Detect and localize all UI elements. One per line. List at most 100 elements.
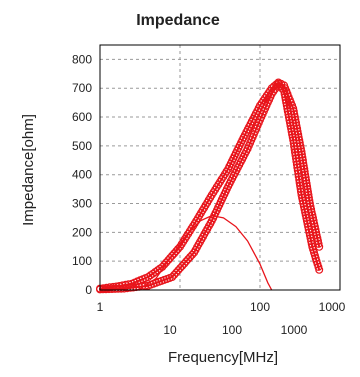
series-2-marker bbox=[182, 257, 191, 266]
series-2-marker bbox=[141, 282, 150, 291]
series-2-marker bbox=[281, 95, 290, 104]
series-2-marker bbox=[282, 98, 291, 107]
series-2-marker bbox=[304, 222, 313, 231]
series-line-3 bbox=[137, 214, 273, 291]
series-2-marker bbox=[306, 234, 315, 243]
y-tick-label: 800 bbox=[72, 52, 92, 66]
series-2-marker bbox=[168, 273, 177, 282]
series-2-marker bbox=[287, 127, 296, 136]
series-2-marker bbox=[289, 139, 298, 148]
series-2-marker bbox=[280, 89, 289, 98]
series-2-marker bbox=[114, 284, 123, 293]
x-tick-label-upper: 1000 bbox=[319, 300, 346, 314]
series-2-marker bbox=[298, 196, 307, 205]
series-2-marker bbox=[126, 283, 135, 292]
y-tick-label: 600 bbox=[72, 110, 92, 124]
series-2-marker bbox=[120, 284, 129, 293]
series-2-marker bbox=[288, 133, 297, 142]
series-1-marker bbox=[172, 247, 181, 256]
series-2-marker bbox=[292, 154, 301, 163]
y-axis-ticks: 0 100 200 300 400 500 600 700 800 bbox=[72, 52, 92, 297]
x-tick-label-lower: 100 bbox=[222, 323, 242, 337]
series-1-marker bbox=[160, 260, 169, 269]
series-1-marker bbox=[170, 249, 179, 258]
series-2-marker bbox=[170, 270, 179, 279]
series-2-marker bbox=[129, 283, 138, 292]
series-2-marker bbox=[297, 187, 306, 196]
series-2-marker bbox=[296, 181, 305, 190]
series-2-marker bbox=[281, 92, 290, 101]
series-group bbox=[95, 78, 324, 294]
series-2-marker bbox=[176, 264, 185, 273]
series-2-marker bbox=[107, 285, 116, 294]
series-2-marker bbox=[296, 184, 305, 193]
chart-title: Impedance bbox=[136, 12, 220, 29]
series-2-marker bbox=[305, 231, 314, 240]
series-1-marker bbox=[164, 256, 173, 265]
series-2-marker bbox=[287, 124, 296, 133]
series-2-marker bbox=[186, 253, 195, 262]
series-2-marker bbox=[274, 79, 283, 88]
series-2-marker bbox=[289, 136, 298, 145]
series-2-marker bbox=[285, 115, 294, 124]
y-tick-label: 100 bbox=[72, 254, 92, 268]
series-1-marker bbox=[162, 258, 171, 267]
series-2-marker bbox=[301, 208, 310, 217]
x-axis-ticks-upper: 1 100 1000 bbox=[97, 300, 346, 314]
series-2-marker bbox=[284, 110, 293, 119]
series-2-marker bbox=[295, 175, 304, 184]
series-2-marker bbox=[286, 118, 295, 127]
series-2-marker bbox=[280, 87, 289, 96]
series-2-marker bbox=[315, 265, 324, 274]
series-2-marker bbox=[302, 213, 311, 222]
series-1-marker bbox=[168, 251, 177, 260]
series-2-marker bbox=[283, 104, 292, 113]
series-2-marker bbox=[307, 237, 316, 246]
y-tick-label: 700 bbox=[72, 81, 92, 95]
y-tick-label: 300 bbox=[72, 197, 92, 211]
series-2-marker bbox=[292, 157, 301, 166]
series-2-marker bbox=[290, 142, 299, 151]
series-2-marker bbox=[303, 219, 312, 228]
series-2-marker bbox=[304, 225, 313, 234]
series-2-marker bbox=[101, 285, 110, 294]
series-2-marker bbox=[284, 113, 293, 122]
x-axis-ticks-lower: 10 100 1000 bbox=[163, 323, 307, 337]
y-tick-label: 500 bbox=[72, 139, 92, 153]
series-2-marker bbox=[282, 101, 291, 110]
x-tick-label-lower: 1000 bbox=[281, 323, 308, 337]
series-2-marker bbox=[299, 202, 308, 211]
series-2-marker bbox=[184, 255, 193, 264]
series-2-marker bbox=[180, 259, 189, 268]
x-tick-label-upper: 1 bbox=[97, 300, 104, 314]
series-2-marker bbox=[302, 216, 311, 225]
series-2-marker bbox=[291, 151, 300, 160]
x-tick-label-upper: 100 bbox=[250, 300, 270, 314]
series-1-marker bbox=[166, 254, 175, 263]
x-axis-label: Frequency[MHz] bbox=[168, 349, 278, 366]
series-2-marker bbox=[300, 205, 309, 214]
series-2-marker bbox=[292, 160, 301, 169]
series-line-1 bbox=[99, 81, 321, 290]
series-2-marker bbox=[290, 145, 299, 154]
series-2-marker bbox=[172, 268, 181, 277]
series-2-marker bbox=[117, 284, 126, 293]
series-2-marker bbox=[276, 82, 285, 91]
series-2-marker bbox=[286, 121, 295, 130]
series-2-marker bbox=[299, 199, 308, 208]
series-2-marker bbox=[293, 166, 302, 175]
series-2-marker bbox=[178, 261, 187, 270]
series-2-marker bbox=[294, 169, 303, 178]
series-2-marker bbox=[111, 284, 120, 293]
y-tick-label: 200 bbox=[72, 225, 92, 239]
series-2-marker bbox=[283, 107, 292, 116]
series-2-marker bbox=[104, 285, 113, 294]
y-tick-label: 400 bbox=[72, 168, 92, 182]
series-2-marker bbox=[307, 239, 316, 248]
series-2-marker bbox=[174, 266, 183, 275]
series-2-marker bbox=[294, 172, 303, 181]
series-2-marker bbox=[297, 190, 306, 199]
series-2-marker bbox=[123, 284, 132, 293]
y-tick-label: 0 bbox=[85, 283, 92, 297]
